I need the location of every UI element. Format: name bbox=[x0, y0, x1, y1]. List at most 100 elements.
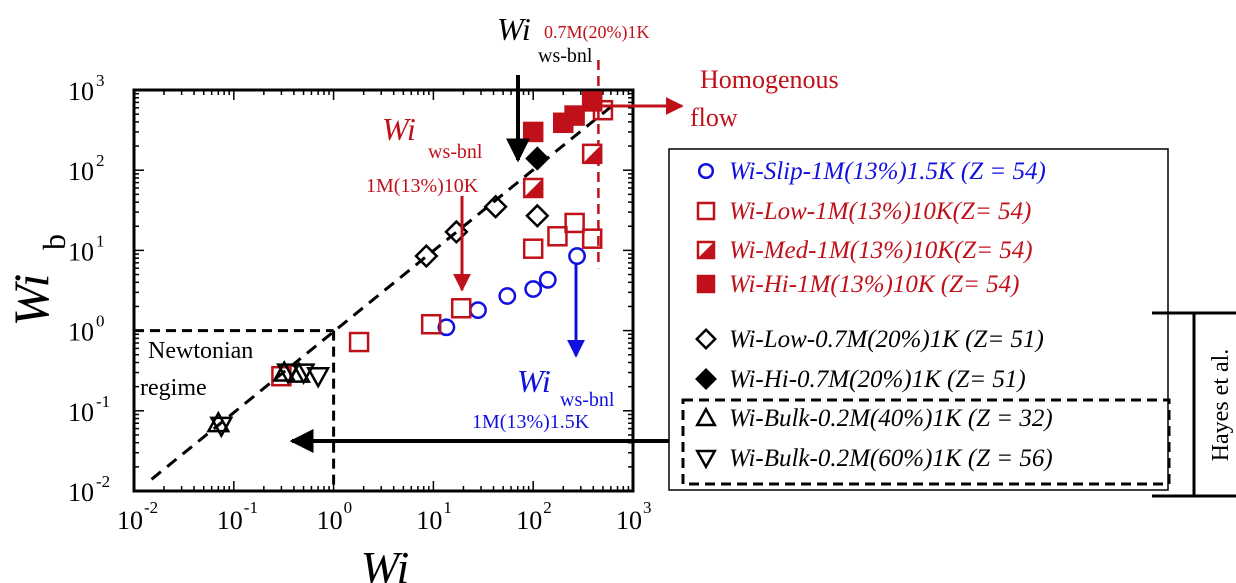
y-axis-label-sub: b bbox=[36, 234, 72, 250]
legend-label: Wi-Low-0.7M(20%)1K (Z= 51) bbox=[729, 326, 1044, 353]
legend-label: Wi-Hi-1M(13%)10K (Z= 54) bbox=[729, 271, 1019, 298]
data-point-square bbox=[522, 238, 544, 259]
data-point-triangle-down bbox=[276, 363, 301, 386]
x-tick-label: 10 bbox=[217, 506, 243, 535]
legend-marker-diamond bbox=[695, 368, 717, 390]
data-point-circle bbox=[538, 270, 557, 289]
legend-marker-triangle-up bbox=[695, 406, 717, 427]
data-point-square-half-fill bbox=[524, 178, 543, 197]
legend-bulk-group-box bbox=[681, 398, 1171, 486]
y-tick-label: 10 bbox=[68, 478, 94, 507]
data-point-diamond bbox=[483, 194, 508, 219]
data-point-circle bbox=[568, 247, 586, 265]
data-point-square bbox=[522, 121, 544, 143]
data-point-square-box bbox=[522, 238, 544, 259]
data-point-circle bbox=[437, 318, 456, 337]
y-tick-label-exponent: -2 bbox=[96, 472, 110, 491]
y-tick-label: 10 bbox=[68, 157, 94, 186]
y-tick-label-exponent: -1 bbox=[96, 392, 110, 411]
red-label-main: Wi bbox=[382, 111, 416, 147]
data-point-square bbox=[564, 105, 585, 126]
data-point-square bbox=[564, 212, 585, 234]
data-point-diamond bbox=[525, 203, 550, 228]
data-point-square-half-fill bbox=[583, 144, 602, 163]
x-tick-label-exponent: 2 bbox=[543, 498, 552, 517]
x-tick-label: 10 bbox=[117, 506, 143, 535]
axis-ticks-layer: 10 -2 10 -1 10 0 10 1 10 2 10 310 -210 -110 010 110 210 3 bbox=[68, 71, 652, 535]
blue-label-line2: 1M(13%)1.5K bbox=[472, 411, 590, 433]
y-tick-label-exponent: 2 bbox=[96, 151, 105, 170]
plot-frame-layer bbox=[132, 88, 635, 493]
legend: Wi-Slip-1M(13%)1.5K (Z = 54) Wi-Low-1M(13… bbox=[668, 148, 1236, 498]
x-tick-label: 10 bbox=[416, 506, 442, 535]
x-axis-label: Wi bbox=[361, 542, 410, 583]
data-point-square-box bbox=[348, 331, 370, 353]
legend-marker-square bbox=[696, 274, 716, 294]
x-tick-label-exponent: 0 bbox=[344, 498, 353, 517]
black-label-sub: ws-bnl bbox=[538, 45, 593, 67]
legend-marker-circle bbox=[697, 162, 715, 180]
legend-label: Wi-Slip-1M(13%)1.5K (Z = 54) bbox=[729, 158, 1046, 185]
data-point-triangle-down bbox=[291, 363, 316, 386]
data-point-square bbox=[581, 228, 603, 249]
data-point-square-box bbox=[564, 105, 585, 126]
data-point-square bbox=[348, 331, 370, 353]
blue-label-sub: ws-bnl bbox=[560, 389, 615, 411]
data-point-square bbox=[450, 297, 472, 319]
data-point-square bbox=[581, 91, 603, 112]
y-axis-label-main: Wi bbox=[3, 274, 59, 327]
data-point-circle bbox=[524, 280, 543, 298]
homogenous-label-line1: Homogenous bbox=[700, 65, 839, 94]
newtonian-annotation: Newtonian regime bbox=[140, 338, 253, 401]
data-point-square bbox=[581, 143, 603, 165]
legend-label: Wi-Low-1M(13%)10K(Z= 54) bbox=[729, 198, 1031, 225]
legend-marker-square bbox=[696, 240, 716, 260]
newtonian-label-line1: Newtonian bbox=[148, 338, 253, 364]
legend-label: Wi-Bulk-0.2M(60%)1K (Z = 56) bbox=[729, 445, 1053, 472]
data-point-square-box bbox=[547, 226, 568, 247]
newtonian-label-line2: regime bbox=[140, 375, 207, 401]
homogenous-label-line2: flow bbox=[690, 103, 738, 132]
legend-marker-triangle-down bbox=[695, 449, 717, 470]
x-tick-label-exponent: -1 bbox=[244, 498, 258, 517]
x-tick-label-exponent: -2 bbox=[144, 498, 158, 517]
plot-area-frame bbox=[132, 88, 635, 493]
data-point-triangle-up bbox=[272, 360, 297, 382]
y-axis-label: Wi b bbox=[3, 234, 72, 326]
data-point-square bbox=[420, 313, 442, 335]
hayes-bracket: Hayes et al. bbox=[1152, 311, 1236, 498]
data-point-diamond bbox=[525, 146, 550, 171]
x-tick-label: 10 bbox=[317, 506, 343, 535]
x-tick-label-exponent: 3 bbox=[643, 498, 652, 517]
red-label-line2: 1M(13%)10K bbox=[366, 175, 479, 197]
x-tick-label-exponent: 1 bbox=[443, 498, 452, 517]
legend-marker-diamond bbox=[695, 328, 717, 350]
y-tick-label: 10 bbox=[68, 77, 94, 106]
x-tick-label: 10 bbox=[516, 506, 542, 535]
data-point-circle bbox=[498, 287, 517, 305]
data-points-layer bbox=[206, 91, 614, 439]
black-label-sup: 0.7M(20%)1K bbox=[544, 22, 650, 43]
hayes-label-bg bbox=[1204, 318, 1234, 492]
black-label-main: Wi bbox=[497, 11, 531, 47]
data-point-square bbox=[547, 226, 568, 247]
data-point-square-box bbox=[581, 228, 603, 249]
x-tick-label: 10 bbox=[616, 506, 642, 535]
data-point-square bbox=[522, 177, 544, 199]
red-critical-label: Wi ws-bnl 1M(13%)10K bbox=[366, 111, 483, 197]
y-tick-label-exponent: 3 bbox=[96, 71, 105, 90]
y-tick-label-exponent: 1 bbox=[96, 231, 105, 250]
blue-critical-label: Wi ws-bnl 1M(13%)1.5K bbox=[472, 363, 615, 433]
legend-marker-square-half-fill bbox=[698, 242, 714, 258]
y-tick-label: 10 bbox=[68, 318, 94, 347]
legend-box bbox=[668, 148, 1169, 491]
data-point-circle bbox=[469, 301, 487, 320]
blue-label-main: Wi bbox=[517, 363, 551, 399]
legend-label: Wi-Bulk-0.2M(40%)1K (Z = 32) bbox=[729, 405, 1053, 432]
data-point-diamond bbox=[414, 243, 439, 269]
data-point-triangle-down bbox=[306, 367, 331, 389]
legend-marker-square-box bbox=[696, 201, 716, 221]
legend-marker-square-box bbox=[696, 274, 716, 294]
hayes-label: Hayes et al. bbox=[1208, 349, 1234, 462]
